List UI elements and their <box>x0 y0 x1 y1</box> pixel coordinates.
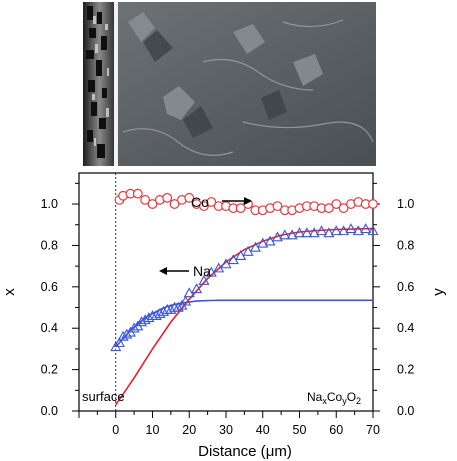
sem-micrograph <box>83 2 376 166</box>
na-point <box>360 223 372 234</box>
y-right-tick-label: 0.6 <box>397 280 414 294</box>
data-markers <box>110 188 379 352</box>
na-point <box>198 274 210 285</box>
na-point <box>180 295 192 306</box>
co-point <box>338 203 349 214</box>
na-point <box>308 227 320 238</box>
x-tick-label: 40 <box>256 423 270 437</box>
y-left-tick-label: 1.0 <box>41 197 58 211</box>
x-tick-label: 30 <box>219 423 233 437</box>
na-point <box>352 225 364 236</box>
y-right-tick-label: 0.4 <box>397 321 414 335</box>
na-point <box>257 237 269 248</box>
y-left-axis-title: x <box>1 288 18 296</box>
co-point <box>132 188 143 199</box>
y-left-tick-label: 0.4 <box>41 321 58 335</box>
formula-label: NaxCoyO2 <box>307 390 361 406</box>
na-point <box>271 231 283 242</box>
y-right-axis-title: y <box>430 288 447 296</box>
y-right-tick-label: 0.8 <box>397 238 414 252</box>
x-tick-label: 0 <box>112 423 119 437</box>
co-point <box>169 199 180 209</box>
co-point <box>184 192 195 203</box>
na-point <box>367 225 379 236</box>
na-point <box>338 225 350 236</box>
co-point <box>147 199 158 209</box>
na-arrow <box>159 267 189 275</box>
axis-ticks: 0 10 20 30 40 50 60 70 0.0 0.0 0.2 0.2 0.4 0.4 0.6 0.6 0… <box>41 182 414 437</box>
y-right-tick-label: 1.0 <box>397 197 414 211</box>
na-point <box>191 283 203 294</box>
co-point <box>199 201 209 212</box>
na-label: Na <box>193 263 211 279</box>
y-right-tick-label: 0.2 <box>397 363 414 377</box>
sem-micrograph-drawing <box>83 2 376 166</box>
na-point <box>316 225 328 236</box>
na-point <box>345 223 357 234</box>
na-point <box>157 305 170 316</box>
co-point <box>331 199 342 209</box>
x-axis-title: Distance (μm) <box>198 443 292 460</box>
y-left-tick-label: 0.0 <box>41 404 58 418</box>
co-point <box>324 203 334 214</box>
na-point <box>286 229 298 240</box>
na-point <box>293 227 306 238</box>
fit-line <box>115 299 373 348</box>
co-arrow <box>222 197 252 205</box>
x-tick-label: 50 <box>293 423 307 437</box>
co-point <box>235 203 246 214</box>
co-point <box>368 199 378 209</box>
na-point <box>121 328 133 339</box>
na-point <box>113 336 125 347</box>
y-left-tick-label: 0.8 <box>41 238 58 252</box>
na-point <box>301 227 313 238</box>
co-point <box>140 195 151 205</box>
x-tick-label: 70 <box>366 423 380 437</box>
na-point <box>279 229 291 240</box>
y-right-tick-label: 0.0 <box>397 404 414 418</box>
x-tick-label: 20 <box>182 423 196 437</box>
co-label: Co <box>191 194 209 210</box>
na-point <box>172 301 184 312</box>
na-point <box>330 225 342 236</box>
co-point <box>206 197 217 207</box>
na-point <box>323 227 335 238</box>
co-point <box>162 192 173 203</box>
surface-label: surface <box>82 389 125 404</box>
x-tick-label: 60 <box>329 423 343 437</box>
y-left-tick-label: 0.2 <box>41 363 58 377</box>
x-tick-label: 10 <box>146 423 160 437</box>
y-left-tick-label: 0.6 <box>41 280 58 294</box>
na-point <box>128 322 140 333</box>
co-point <box>272 201 283 212</box>
na-point <box>143 312 155 323</box>
na-point <box>165 303 177 314</box>
